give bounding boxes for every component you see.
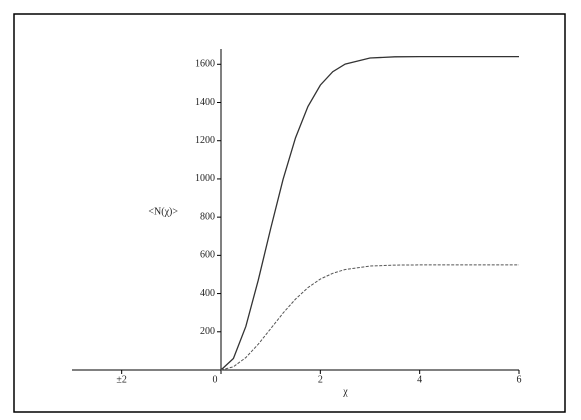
x-axis-label: χ [342, 386, 348, 397]
y-axis-label: <N(χ)> [148, 206, 178, 217]
x-tick-label: 4 [417, 374, 422, 385]
x-tick-label: 2 [318, 374, 323, 385]
y-tick-label: 600 [200, 250, 215, 261]
x-tick-label: 6 [517, 374, 522, 385]
y-tick-label: 1600 [195, 59, 215, 70]
y-tick-label: 1400 [195, 97, 215, 108]
series-line [220, 55, 519, 371]
x-tick-label: 0 [213, 374, 218, 385]
y-tick-label: 400 [200, 288, 215, 299]
y-tick-label: 1200 [195, 135, 215, 146]
series-line [220, 264, 519, 371]
y-tick-label: 1000 [195, 173, 215, 184]
y-tick-label: 800 [200, 211, 215, 222]
x-tick-label: ±2 [116, 374, 127, 385]
frame [13, 13, 566, 413]
y-tick-label: 200 [200, 326, 215, 337]
